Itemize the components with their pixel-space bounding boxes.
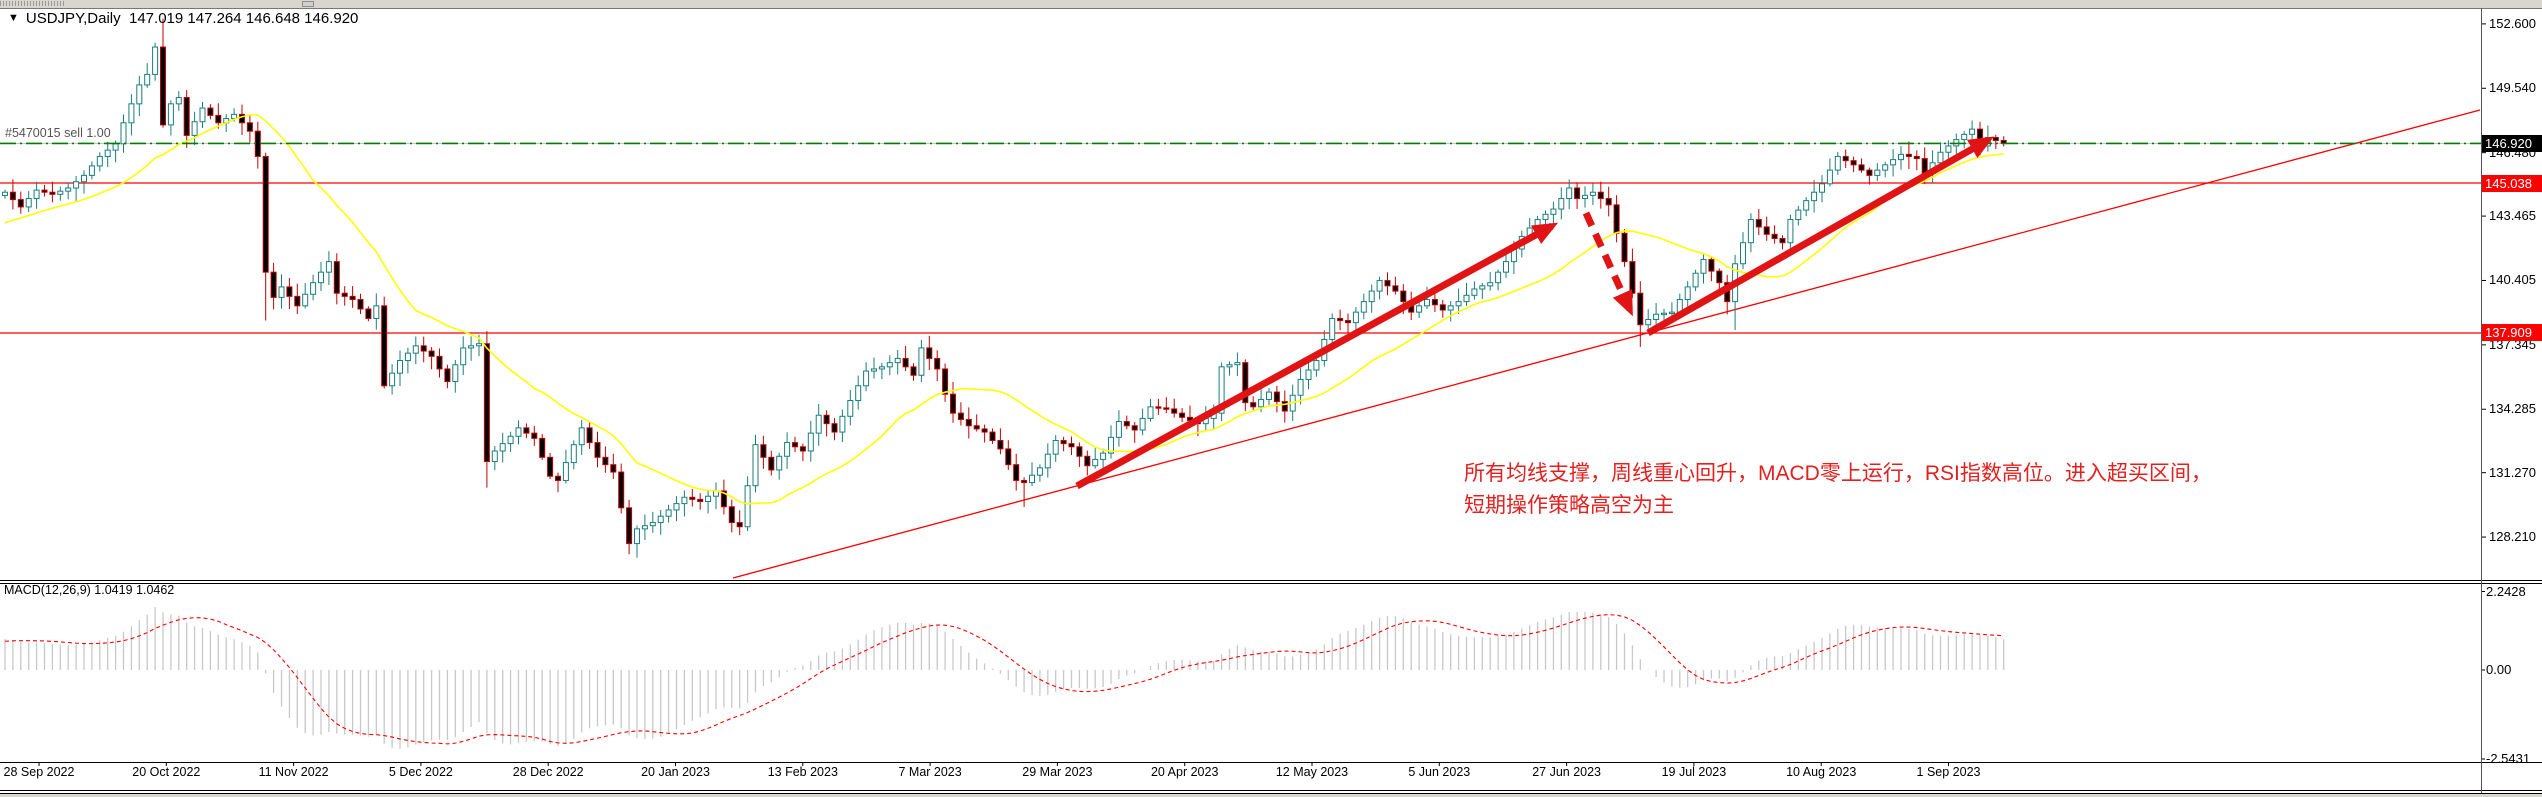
bottom-double-line1 <box>0 790 2542 791</box>
date-axis-label: 19 Jul 2023 <box>1661 765 1727 779</box>
support-badge: 137.909 <box>2482 324 2542 342</box>
current-price-badge: 146.920 <box>2482 134 2542 152</box>
ma-line <box>4 114 2004 505</box>
macd-axis-label: 2.2428 <box>2486 583 2526 599</box>
trend-arrow <box>1582 211 1634 317</box>
macd-axis-label: 0.00 <box>2486 662 2512 677</box>
price-axis-label: 134.285 <box>2489 401 2536 417</box>
ohlc-quote: 147.019 147.264 146.648 146.920 <box>129 10 359 27</box>
date-axis-label: 20 Oct 2022 <box>132 765 201 779</box>
date-axis-label: 7 Mar 2023 <box>898 765 962 779</box>
macd-signal-line <box>4 614 2004 745</box>
macd-indicator-label: MACD(12,26,9) 1.0419 1.0462 <box>4 583 175 597</box>
resistance-badge: 145.038 <box>2482 174 2542 192</box>
price-axis-label: 143.465 <box>2489 208 2536 224</box>
bottom-strip <box>0 794 2542 797</box>
price-axis-label: 128.210 <box>2489 529 2536 545</box>
date-axis-label: 20 Jan 2023 <box>641 765 710 779</box>
price-axis-border <box>2481 8 2482 793</box>
date-axis-label: 1 Sep 2023 <box>1916 765 1981 779</box>
date-axis-label: 29 Mar 2023 <box>1022 765 1093 779</box>
date-axis-label: 28 Dec 2022 <box>512 765 584 779</box>
date-axis-label: 5 Dec 2022 <box>388 765 453 779</box>
collapse-icon[interactable]: ▼ <box>8 12 19 24</box>
analysis-annotation: 所有均线支撑，周线重心回升，MACD零上运行，RSI指数高位。进入超买区间， 短… <box>1464 458 2212 522</box>
time-axis-border <box>0 762 2542 763</box>
date-axis-label: 5 Jun 2023 <box>1408 765 1471 779</box>
price-axis-label: 149.540 <box>2489 80 2536 96</box>
date-axis-label: 13 Feb 2023 <box>767 765 838 779</box>
macd-histogram <box>4 607 2005 749</box>
strip-button[interactable] <box>302 1 314 7</box>
symbol-name: USDJPY,Daily <box>25 10 121 27</box>
date-axis-label: 12 May 2023 <box>1275 765 1349 779</box>
chart-title: ▼ USDJPY,Daily 147.019 147.264 146.648 14… <box>8 10 358 27</box>
date-axis-label: 27 Jun 2023 <box>1532 765 1601 779</box>
bottom-double-line2 <box>0 793 2542 794</box>
macd-axis-label: -2.5431 <box>2486 751 2531 766</box>
price-axis-label: 152.600 <box>2489 15 2536 31</box>
annotation-line1: 所有均线支撑，周线重心回升，MACD零上运行，RSI指数高位。进入超买区间， <box>1464 462 2212 485</box>
pane-separator-line1[interactable] <box>0 580 2542 581</box>
date-axis-label: 20 Apr 2023 <box>1150 765 1219 779</box>
date-axis-label: 10 Aug 2023 <box>1786 765 1857 779</box>
chart-top-border <box>0 8 2542 9</box>
pane-separator-line2[interactable] <box>0 583 2542 584</box>
date-axis-label: 11 Nov 2022 <box>258 765 329 779</box>
price-axis-label: 131.270 <box>2489 464 2536 480</box>
trend-arrow <box>1646 136 1995 337</box>
price-axis-label: 140.405 <box>2489 272 2536 288</box>
window-grip-icon[interactable] <box>0 1 64 6</box>
open-order-label: #5470015 sell 1.00 <box>5 126 111 140</box>
date-axis-label: 28 Sep 2022 <box>3 765 75 779</box>
annotation-line2: 短期操作策略高空为主 <box>1464 494 1674 517</box>
trend-arrow <box>1075 222 1559 490</box>
